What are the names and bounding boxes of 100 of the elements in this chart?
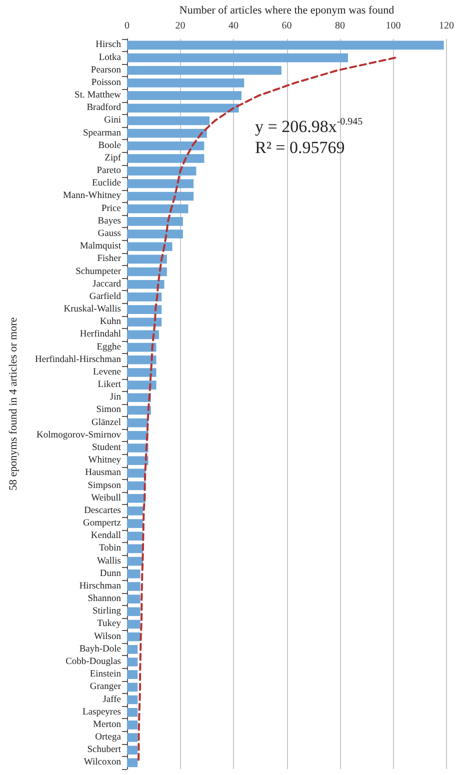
bar [127, 91, 242, 100]
y-tick-label: Kendall [90, 531, 122, 542]
bar [127, 758, 138, 768]
y-tick-label: Ortega [95, 732, 122, 743]
bar [127, 695, 138, 704]
annotation: R² = 0.95769 [255, 138, 345, 157]
bar [127, 406, 151, 415]
bar [127, 230, 183, 238]
y-tick-label: Jaccard [92, 279, 122, 290]
bar [127, 116, 210, 126]
x-tick-label: 40 [228, 20, 238, 32]
bar [127, 708, 138, 717]
y-tick-label: Dunn [100, 568, 122, 579]
y-tick-label: Fisher [97, 254, 122, 264]
bar [127, 444, 148, 452]
y-tick-label: Student [92, 443, 122, 454]
bar [127, 254, 167, 264]
x-tick-label: 0 [124, 20, 130, 32]
y-tick-label: Poisson [91, 78, 122, 88]
bar [127, 280, 164, 289]
y-tick-label: Tukey [97, 619, 122, 630]
x-tick-label: 120 [439, 20, 454, 32]
y-tick-label: Lotka [98, 52, 122, 63]
y-tick-label: Cobb-Douglas [66, 657, 122, 668]
bar [127, 532, 143, 541]
y-tick-label: Glänzel [91, 418, 122, 428]
y-tick-label: Gini [104, 116, 122, 126]
y-tick-label: Tobin [98, 544, 122, 554]
y-tick-label: Pearson [90, 65, 122, 76]
bar [127, 267, 167, 276]
bar [127, 217, 183, 226]
bar [127, 544, 143, 554]
bar [127, 380, 156, 390]
bar [127, 192, 194, 201]
bar [127, 569, 140, 578]
y-tick-label: Herfindahl-Hirschman [35, 354, 122, 365]
y-tick-label: Kuhn [100, 317, 122, 328]
y-tick-label: Bayh-Dole [79, 644, 121, 654]
y-tick-label: Egghe [96, 342, 121, 352]
bar [127, 607, 140, 616]
y-tick-label: Hausman [85, 468, 122, 478]
bar [127, 468, 146, 478]
y-tick-label: Kolmogorov-Smirnov [36, 430, 122, 440]
bar [127, 418, 148, 428]
bar [127, 204, 188, 214]
y-tick-label: Wilcoxon [84, 758, 122, 768]
y-tick-label: Simpson [88, 480, 122, 491]
bar [127, 519, 143, 528]
y-tick-label: Schumpeter [76, 266, 122, 277]
x-tick-label: 80 [335, 20, 345, 32]
bar [127, 40, 444, 50]
y-tick-label: Schubert [87, 745, 122, 756]
bar [127, 658, 138, 666]
bar [127, 292, 162, 302]
bar [127, 318, 162, 327]
bar [127, 53, 348, 62]
bar [127, 393, 151, 402]
y-tick-label: St. Matthew [74, 90, 122, 101]
y-tick-label: Gauss [98, 229, 122, 240]
y-tick-label: Euclide [92, 178, 121, 189]
bar [127, 645, 138, 654]
bar [127, 506, 143, 516]
bar [127, 594, 140, 604]
y-tick-label: Shannon [88, 594, 122, 604]
bar [127, 431, 148, 440]
bar [127, 179, 194, 188]
y-tick-label: Zipf [104, 153, 122, 164]
y-tick-label: Granger [90, 682, 122, 692]
bar [127, 720, 138, 730]
y-tick-label: Laspeyres [82, 707, 122, 718]
y-tick-label: Descartes [84, 506, 122, 516]
bar [127, 242, 172, 252]
y-tick-label: Einstein [90, 670, 122, 680]
bar [127, 355, 156, 364]
y-tick-label: Merton [93, 720, 122, 730]
y-tick-label: Price [101, 204, 121, 214]
y-tick-label: Simon [96, 405, 122, 416]
bar [127, 632, 140, 642]
y-tick-label: Gompertz [83, 518, 121, 529]
bar [127, 330, 159, 340]
bar [127, 494, 146, 503]
y-tick-label: Jin [110, 392, 122, 403]
y-tick-label: Wilson [94, 632, 122, 642]
x-axis-title: Number of articles where the eponym was found [179, 4, 395, 16]
y-tick-label: Pareto [96, 166, 122, 176]
bar [127, 733, 138, 742]
y-tick-label: Spearman [83, 128, 122, 138]
bar [127, 670, 138, 679]
bar [127, 78, 244, 88]
y-tick-label: Hirschman [79, 581, 122, 592]
bar [127, 141, 204, 150]
bar [127, 456, 148, 465]
y-tick-label: Garfield [89, 292, 122, 302]
bar [127, 166, 196, 176]
bar [127, 154, 204, 163]
bar [127, 128, 207, 138]
bar [127, 682, 138, 692]
x-tick-label: 100 [386, 20, 401, 32]
y-tick-label: Boole [98, 140, 121, 151]
bar [127, 66, 282, 75]
